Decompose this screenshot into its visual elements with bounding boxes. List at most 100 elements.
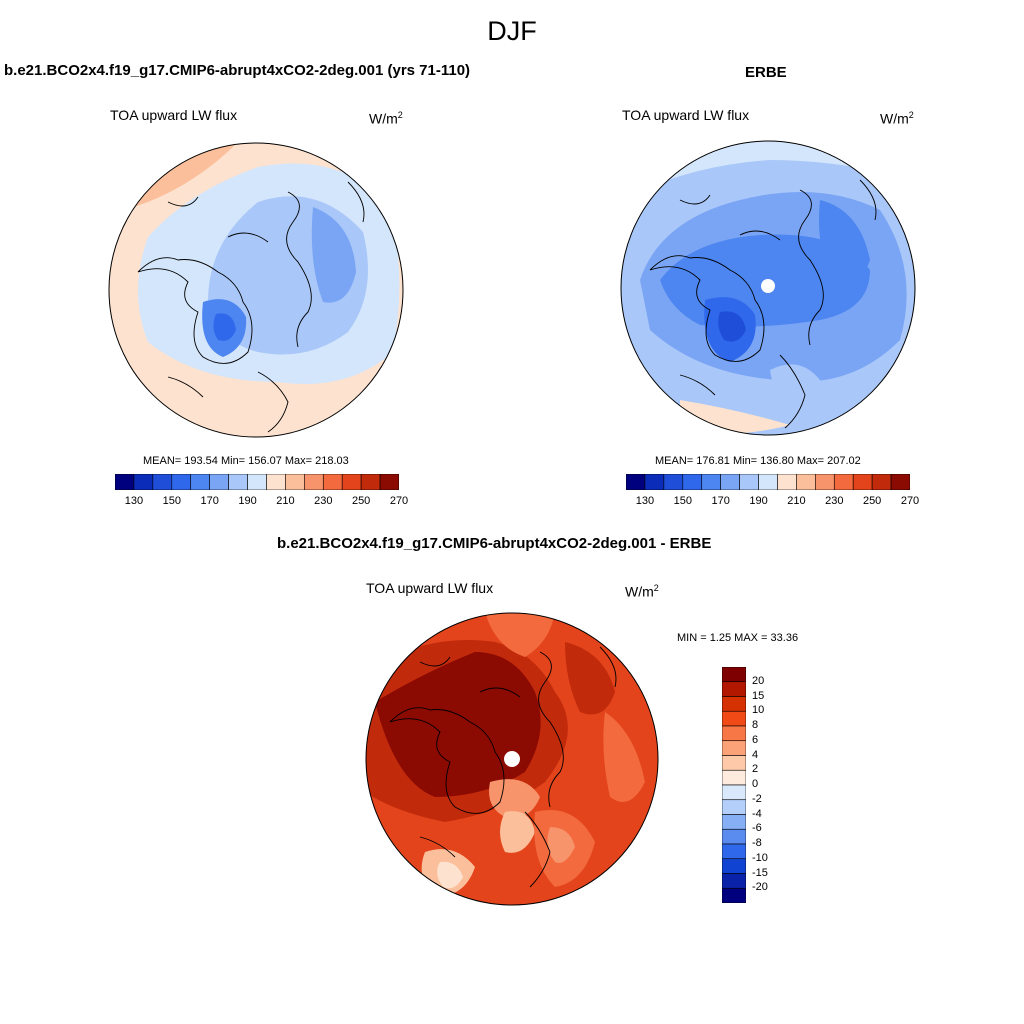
diff-colorbar-box xyxy=(722,667,746,683)
diff-colorbar-box xyxy=(722,887,746,903)
model-colorbar-tick: 190 xyxy=(238,495,257,507)
diff-colorbar-tick: 15 xyxy=(752,689,765,702)
model-colorbar-box xyxy=(133,474,154,490)
obs-colorbar-box xyxy=(739,474,759,490)
coastlines xyxy=(649,179,877,429)
diff-colorbar-tick: -15 xyxy=(752,866,768,879)
map-border xyxy=(108,142,404,438)
panel-obs-subtitle: TOA upward LW flux xyxy=(622,107,750,123)
model-colorbar-box xyxy=(285,474,305,490)
panel-model-units: W/m2 xyxy=(369,110,403,127)
obs-colorbar-tick: 130 xyxy=(635,495,655,507)
diff-colorbar-tick: -10 xyxy=(752,851,768,864)
field-light-east xyxy=(603,712,645,802)
coastlines xyxy=(389,646,617,888)
obs-colorbar-tick: 250 xyxy=(862,495,882,507)
diff-colorbar-tick: -8 xyxy=(752,837,762,849)
diff-colorbar-tick: 0 xyxy=(752,778,759,790)
diff-colorbar-tick: 8 xyxy=(752,719,759,731)
field-greenland-core xyxy=(213,313,236,341)
model-colorbar-tick: 170 xyxy=(200,495,219,507)
field-light-blob2 xyxy=(500,811,535,853)
figure-title: DJF xyxy=(487,16,537,46)
panel-diff-header: b.e21.BCO2x4.f19_g17.CMIP6-abrupt4xCO2-2… xyxy=(277,535,712,552)
model-colorbar-box xyxy=(322,474,343,490)
map-border xyxy=(620,140,916,436)
model-colorbar-box xyxy=(341,474,362,490)
diff-colorbar-box xyxy=(722,784,746,801)
diff-colorbar-tick: 2 xyxy=(752,763,759,776)
model-colorbar-box xyxy=(304,474,324,490)
model-colorbar-box xyxy=(228,474,248,490)
panel-diff-subtitle: TOA upward LW flux xyxy=(366,580,494,596)
obs-colorbar-tick: 150 xyxy=(673,495,692,507)
obs-colorbar-tick: 190 xyxy=(749,495,768,507)
obs-colorbar-box xyxy=(796,474,816,490)
obs-colorbar-box xyxy=(852,474,873,490)
model-colorbar-box xyxy=(209,474,229,490)
coastlines xyxy=(137,181,365,433)
panel-model-stats: MEAN= 193.54 Min= 156.07 Max= 218.03 xyxy=(143,455,349,467)
model-colorbar-box xyxy=(115,474,135,490)
obs-colorbar-box xyxy=(758,474,778,490)
panel-obs-header: ERBE xyxy=(745,64,787,81)
model-colorbar-tick: 230 xyxy=(314,495,333,507)
obs-colorbar-box xyxy=(644,474,665,490)
diff-colorbar-box xyxy=(722,828,746,845)
model-colorbar-box xyxy=(266,474,286,490)
colorbar-diff-ticks: 20 15 10 8 6 4 2 0 -2 -4 -6 -8 -10 -15 -20 xyxy=(752,667,792,903)
model-colorbar-tick: 250 xyxy=(351,495,371,507)
model-colorbar-box xyxy=(247,474,267,490)
obs-colorbar-box xyxy=(682,474,703,490)
field-light-blob1 xyxy=(489,779,540,818)
diff-colorbar-box xyxy=(722,755,746,771)
diff-colorbar-box xyxy=(722,873,746,889)
field-dark-east xyxy=(565,642,615,715)
colorbar-model-ticks: 130 150 170 190 210 230 250 270 xyxy=(115,495,408,509)
obs-colorbar-box xyxy=(701,474,721,490)
obs-colorbar-box xyxy=(815,474,835,490)
model-colorbar-box xyxy=(360,474,381,490)
model-colorbar-tick: 210 xyxy=(276,495,295,507)
model-colorbar-box xyxy=(379,474,399,490)
model-colorbar-tick: 130 xyxy=(124,495,144,507)
diff-colorbar-box xyxy=(722,814,746,830)
obs-colorbar-box xyxy=(833,474,854,490)
field-cool-strong xyxy=(311,207,356,303)
diff-colorbar-box xyxy=(722,843,746,860)
diff-colorbar-tick: -2 xyxy=(752,792,762,805)
diff-colorbar-tick: -20 xyxy=(752,881,768,894)
field-strong-east xyxy=(819,200,870,292)
panel-diff-stats: MIN = 1.25 MAX = 33.36 xyxy=(677,632,799,644)
diff-colorbar-tick: -4 xyxy=(752,807,762,820)
model-colorbar-box xyxy=(171,474,192,490)
colorbar-model xyxy=(115,474,399,490)
diff-colorbar-tick: 4 xyxy=(752,748,759,761)
diff-colorbar-box xyxy=(722,725,746,742)
colorbar-diff xyxy=(722,667,746,903)
obs-colorbar-box xyxy=(777,474,797,490)
diff-colorbar-tick: 20 xyxy=(752,674,765,687)
panel-model-header: b.e21.BCO2x4.f19_g17.CMIP6-abrupt4xCO2-2… xyxy=(4,62,471,79)
colorbar-obs-ticks: 130 150 170 190 210 230 250 270 xyxy=(626,495,919,509)
panel-obs-stats: MEAN= 176.81 Min= 136.80 Max= 207.02 xyxy=(655,455,861,467)
missing-pole xyxy=(504,751,520,767)
diff-colorbar-box xyxy=(722,769,746,786)
model-colorbar-box xyxy=(152,474,173,490)
obs-colorbar-box xyxy=(663,474,684,490)
field-lighter-southeast xyxy=(547,827,575,863)
obs-colorbar-tick: 210 xyxy=(787,495,806,507)
obs-colorbar-box xyxy=(720,474,740,490)
model-colorbar-tick: 150 xyxy=(162,495,181,507)
colorbar-obs xyxy=(626,474,910,490)
obs-colorbar-tick: 270 xyxy=(900,495,920,507)
panel-obs-units: W/m2 xyxy=(880,110,914,127)
field-light-north xyxy=(485,613,555,657)
map-border xyxy=(365,612,659,906)
diff-colorbar-tick: 10 xyxy=(752,704,765,717)
panel-model-subtitle: TOA upward LW flux xyxy=(110,107,238,123)
model-colorbar-tick: 270 xyxy=(389,495,409,507)
model-colorbar-box xyxy=(190,474,210,490)
field-lightest-blob xyxy=(437,861,463,889)
missing-pole xyxy=(761,279,775,293)
